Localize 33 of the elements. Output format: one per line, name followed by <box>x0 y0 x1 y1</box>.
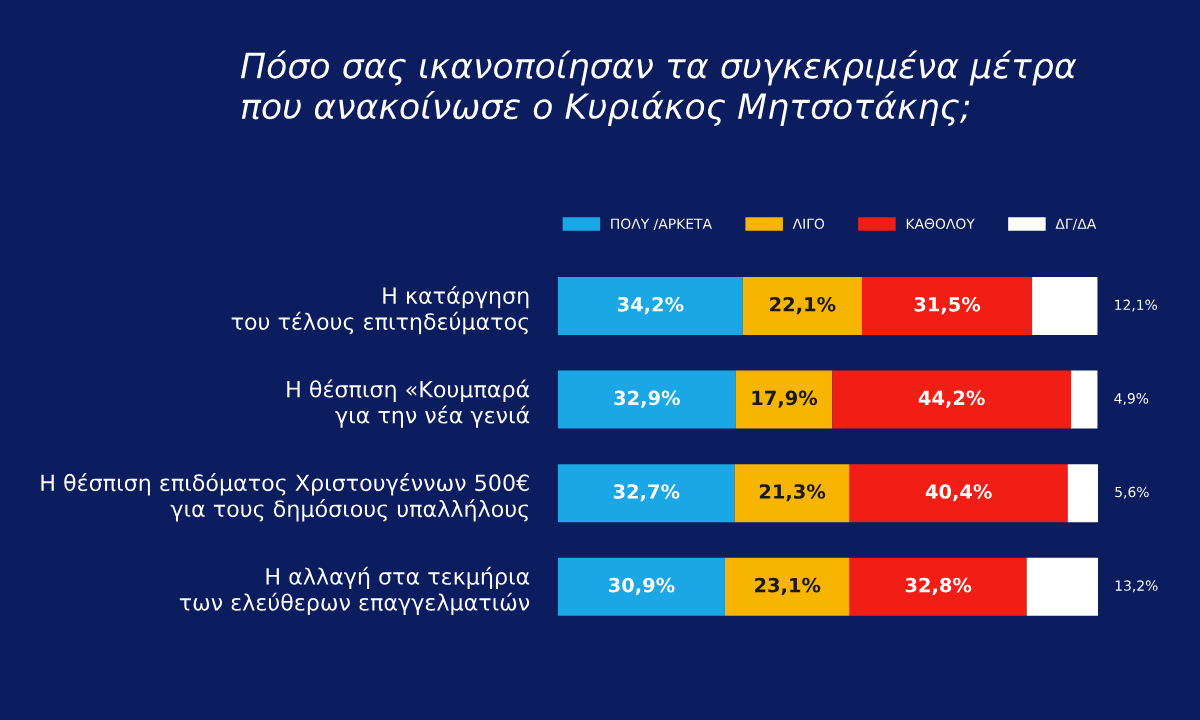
data-label: 21,3% <box>759 484 826 502</box>
data-label: 32,9% <box>614 390 680 408</box>
bar <box>849 557 1027 616</box>
data-label: 30,9% <box>609 577 675 595</box>
bar <box>1067 464 1098 523</box>
bar <box>1032 276 1098 336</box>
bar <box>742 276 863 336</box>
bar <box>558 276 743 336</box>
data-label: 32,7% <box>613 484 680 502</box>
data-label: 40,4% <box>925 484 992 502</box>
bar <box>558 557 725 616</box>
data-label: 17,9% <box>752 390 818 408</box>
bar <box>832 370 1071 429</box>
bar <box>862 276 1033 336</box>
chart-title: Πόσο σας ικανοποίησαν τα συγκεκριμένα μέτρα που ανακοίνωσε ο Κυριάκος Μητσοτάκης; <box>240 50 1077 127</box>
data-label: 23,1% <box>755 577 821 595</box>
bar <box>1026 557 1098 616</box>
bar <box>849 464 1068 523</box>
data-label: 32,8% <box>905 577 972 595</box>
data-label: 31,5% <box>914 296 981 315</box>
data-label: 34,2% <box>617 296 684 315</box>
bar <box>735 370 833 429</box>
bar <box>724 557 850 616</box>
data-label: 22,1% <box>770 296 836 315</box>
y-tick-label: Η θέσπιση επιδόματος Χριστουγέννων 500€ για τους δημόσιους υπαλλήλους <box>41 473 529 522</box>
bar <box>558 464 735 523</box>
bar <box>734 464 850 523</box>
bar <box>1071 370 1098 429</box>
y-tick-label: Η θέσπιση «Κουμπαρά για την νέα γενιά <box>287 379 530 428</box>
y-tick-label: Η κατάργηση του τέλους επιτηδεύματος <box>231 285 529 335</box>
bar <box>558 370 736 429</box>
y-tick-label: Η αλλαγή στα τεκμήρια των ελεύθερων επαγγελματιών <box>179 566 530 616</box>
data-label: 44,2% <box>918 390 985 408</box>
